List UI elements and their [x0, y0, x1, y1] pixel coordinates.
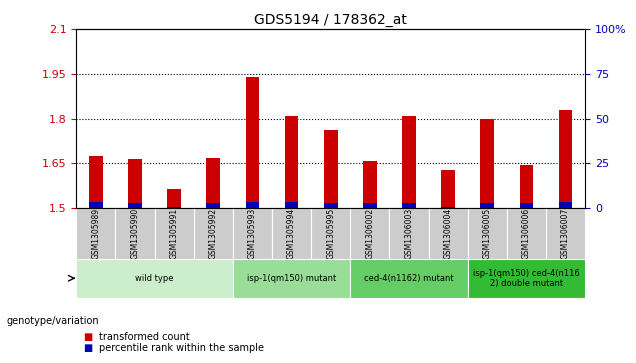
Bar — [233, 208, 272, 259]
Bar — [116, 208, 155, 259]
Text: percentile rank within the sample: percentile rank within the sample — [99, 343, 263, 353]
Text: GSM1305990: GSM1305990 — [130, 208, 139, 259]
Text: GSM1305989: GSM1305989 — [92, 208, 100, 259]
Bar — [285, 201, 298, 208]
Title: GDS5194 / 178362_at: GDS5194 / 178362_at — [254, 13, 407, 26]
Bar — [272, 208, 311, 259]
Text: genotype/variation: genotype/variation — [6, 316, 99, 326]
Text: ced-4(n1162) mutant: ced-4(n1162) mutant — [364, 274, 454, 283]
Bar — [233, 259, 350, 298]
Text: GSM1305991: GSM1305991 — [170, 208, 179, 259]
Bar — [558, 110, 572, 208]
Bar — [324, 130, 338, 208]
Bar — [389, 208, 429, 259]
Text: GSM1306005: GSM1306005 — [483, 208, 492, 259]
Bar — [350, 208, 389, 259]
Bar — [507, 208, 546, 259]
Bar — [207, 203, 220, 208]
Text: isp-1(qm150) ced-4(n116
2) double mutant: isp-1(qm150) ced-4(n116 2) double mutant — [473, 269, 580, 288]
Bar — [285, 116, 298, 208]
Bar — [467, 208, 507, 259]
Bar — [363, 161, 377, 208]
Bar — [167, 189, 181, 208]
Bar — [324, 203, 338, 208]
Bar — [128, 159, 142, 208]
Text: GSM1305993: GSM1305993 — [248, 208, 257, 259]
Bar — [480, 203, 494, 208]
Text: GSM1306004: GSM1306004 — [444, 208, 453, 259]
Text: GSM1305994: GSM1305994 — [287, 208, 296, 259]
Bar — [89, 202, 103, 208]
Bar — [194, 208, 233, 259]
Text: GSM1306006: GSM1306006 — [522, 208, 531, 259]
Bar — [520, 203, 533, 208]
Bar — [467, 259, 585, 298]
Bar — [128, 203, 142, 208]
Bar — [89, 156, 103, 208]
Bar — [350, 259, 467, 298]
Text: isp-1(qm150) mutant: isp-1(qm150) mutant — [247, 274, 336, 283]
Bar — [76, 208, 116, 259]
Text: ■: ■ — [83, 332, 92, 342]
Text: transformed count: transformed count — [99, 332, 190, 342]
Bar — [402, 117, 416, 208]
Text: GSM1305992: GSM1305992 — [209, 208, 218, 259]
Bar — [558, 202, 572, 208]
Bar — [520, 165, 533, 208]
Text: wild type: wild type — [135, 274, 174, 283]
Bar — [441, 207, 455, 208]
Text: GSM1306002: GSM1306002 — [365, 208, 375, 259]
Bar — [155, 208, 194, 259]
Bar — [429, 208, 467, 259]
Bar — [402, 203, 416, 208]
Bar — [245, 201, 259, 208]
Bar — [363, 203, 377, 208]
Bar — [546, 208, 585, 259]
Text: GSM1305995: GSM1305995 — [326, 208, 335, 259]
Bar — [480, 119, 494, 208]
Bar — [311, 208, 350, 259]
Bar — [207, 158, 220, 208]
Text: ■: ■ — [83, 343, 92, 353]
Bar — [441, 170, 455, 208]
Text: GSM1306007: GSM1306007 — [561, 208, 570, 259]
Bar — [76, 259, 233, 298]
Bar — [167, 207, 181, 208]
Bar — [245, 77, 259, 208]
Text: GSM1306003: GSM1306003 — [404, 208, 413, 259]
